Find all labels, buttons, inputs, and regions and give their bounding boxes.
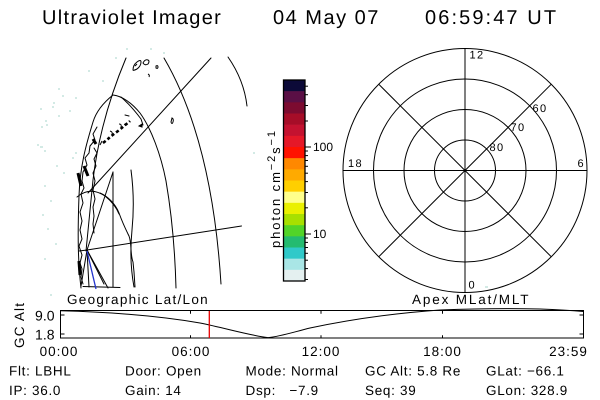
svg-text:Gain: 14: Gain: 14 bbox=[125, 383, 182, 398]
svg-text:12: 12 bbox=[470, 50, 485, 62]
svg-text:Apex MLat/MLT: Apex MLat/MLT bbox=[412, 292, 530, 307]
svg-text:photon cm−2s−1: photon cm−2s−1 bbox=[266, 129, 283, 248]
svg-text:GC Alt: GC Alt bbox=[12, 302, 27, 348]
svg-text:80: 80 bbox=[490, 142, 505, 154]
svg-text:IP: 36.0: IP: 36.0 bbox=[9, 383, 61, 398]
svg-text:GC Alt: 5.8 Re: GC Alt: 5.8 Re bbox=[365, 364, 461, 379]
svg-text:23:59: 23:59 bbox=[549, 344, 588, 359]
svg-text:GLat: −66.1: GLat: −66.1 bbox=[486, 364, 565, 379]
svg-text:12:00: 12:00 bbox=[302, 344, 341, 359]
svg-text:1.8: 1.8 bbox=[35, 327, 55, 343]
svg-text:18:00: 18:00 bbox=[423, 344, 462, 359]
svg-text:9.0: 9.0 bbox=[35, 308, 55, 324]
svg-text:0: 0 bbox=[469, 280, 477, 292]
svg-text:Flt: LBHL: Flt: LBHL bbox=[9, 364, 72, 379]
svg-text:Geographic Lat/Lon: Geographic Lat/Lon bbox=[67, 292, 209, 307]
svg-text:100: 100 bbox=[313, 140, 333, 154]
svg-text:04 May 07: 04 May 07 bbox=[273, 7, 380, 29]
svg-text:Door: Open: Door: Open bbox=[125, 364, 202, 379]
svg-text:18: 18 bbox=[348, 158, 363, 170]
svg-text:Mode: Normal: Mode: Normal bbox=[246, 364, 339, 379]
svg-text:70: 70 bbox=[511, 122, 526, 134]
svg-text:Ultraviolet Imager: Ultraviolet Imager bbox=[42, 7, 222, 29]
svg-text:60: 60 bbox=[533, 103, 548, 115]
svg-text:10: 10 bbox=[313, 227, 327, 241]
svg-text:06:59:47 UT: 06:59:47 UT bbox=[425, 7, 558, 29]
svg-text:Seq: 39: Seq: 39 bbox=[365, 383, 416, 398]
svg-text:6: 6 bbox=[578, 158, 586, 170]
svg-text:GLon: 328.9: GLon: 328.9 bbox=[486, 383, 568, 398]
svg-text:06:00: 06:00 bbox=[172, 344, 211, 359]
svg-text:Dsp: −7.9: Dsp: −7.9 bbox=[246, 383, 319, 398]
svg-text:00:00: 00:00 bbox=[40, 344, 79, 359]
